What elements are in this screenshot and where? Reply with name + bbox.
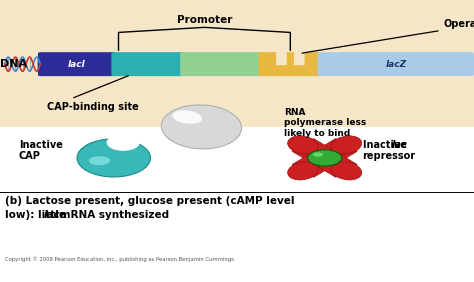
FancyBboxPatch shape <box>276 51 287 65</box>
Ellipse shape <box>173 110 202 124</box>
Text: RNA
polymerase less
likely to bind: RNA polymerase less likely to bind <box>284 108 367 138</box>
Text: lacI: lacI <box>68 60 86 69</box>
Text: repressor: repressor <box>363 151 416 161</box>
Text: lac: lac <box>44 210 61 220</box>
Text: DNA: DNA <box>0 59 27 69</box>
Ellipse shape <box>331 162 362 180</box>
Ellipse shape <box>89 156 110 165</box>
FancyBboxPatch shape <box>294 51 304 65</box>
Ellipse shape <box>161 105 242 149</box>
Ellipse shape <box>288 136 318 154</box>
Text: CAP-binding site: CAP-binding site <box>47 102 139 111</box>
Text: Operator: Operator <box>443 19 474 29</box>
Ellipse shape <box>308 150 342 166</box>
Text: Inactive
CAP: Inactive CAP <box>19 140 63 161</box>
Text: Inactive: Inactive <box>363 140 410 149</box>
Ellipse shape <box>77 139 151 177</box>
FancyBboxPatch shape <box>258 52 322 76</box>
Text: lac: lac <box>392 140 408 149</box>
Text: mRNA synthesized: mRNA synthesized <box>56 210 170 220</box>
FancyBboxPatch shape <box>38 52 116 76</box>
FancyBboxPatch shape <box>0 0 474 127</box>
Ellipse shape <box>331 136 362 154</box>
Ellipse shape <box>107 134 140 151</box>
Polygon shape <box>292 138 336 164</box>
Text: low): little: low): little <box>5 210 69 220</box>
Text: Promoter: Promoter <box>177 16 232 25</box>
Polygon shape <box>314 151 357 177</box>
Polygon shape <box>292 151 336 177</box>
FancyBboxPatch shape <box>111 52 185 76</box>
FancyBboxPatch shape <box>0 192 474 282</box>
Ellipse shape <box>288 162 318 180</box>
Text: lacZ: lacZ <box>385 60 406 69</box>
Polygon shape <box>314 138 357 164</box>
Text: Copyright © 2008 Pearson Education, Inc., publishing as Pearson Benjamin Cumming: Copyright © 2008 Pearson Education, Inc.… <box>5 257 235 262</box>
FancyBboxPatch shape <box>180 52 263 76</box>
Ellipse shape <box>313 152 323 157</box>
FancyBboxPatch shape <box>318 52 474 76</box>
Text: (b) Lactose present, glucose present (cAMP level: (b) Lactose present, glucose present (cA… <box>5 196 294 206</box>
